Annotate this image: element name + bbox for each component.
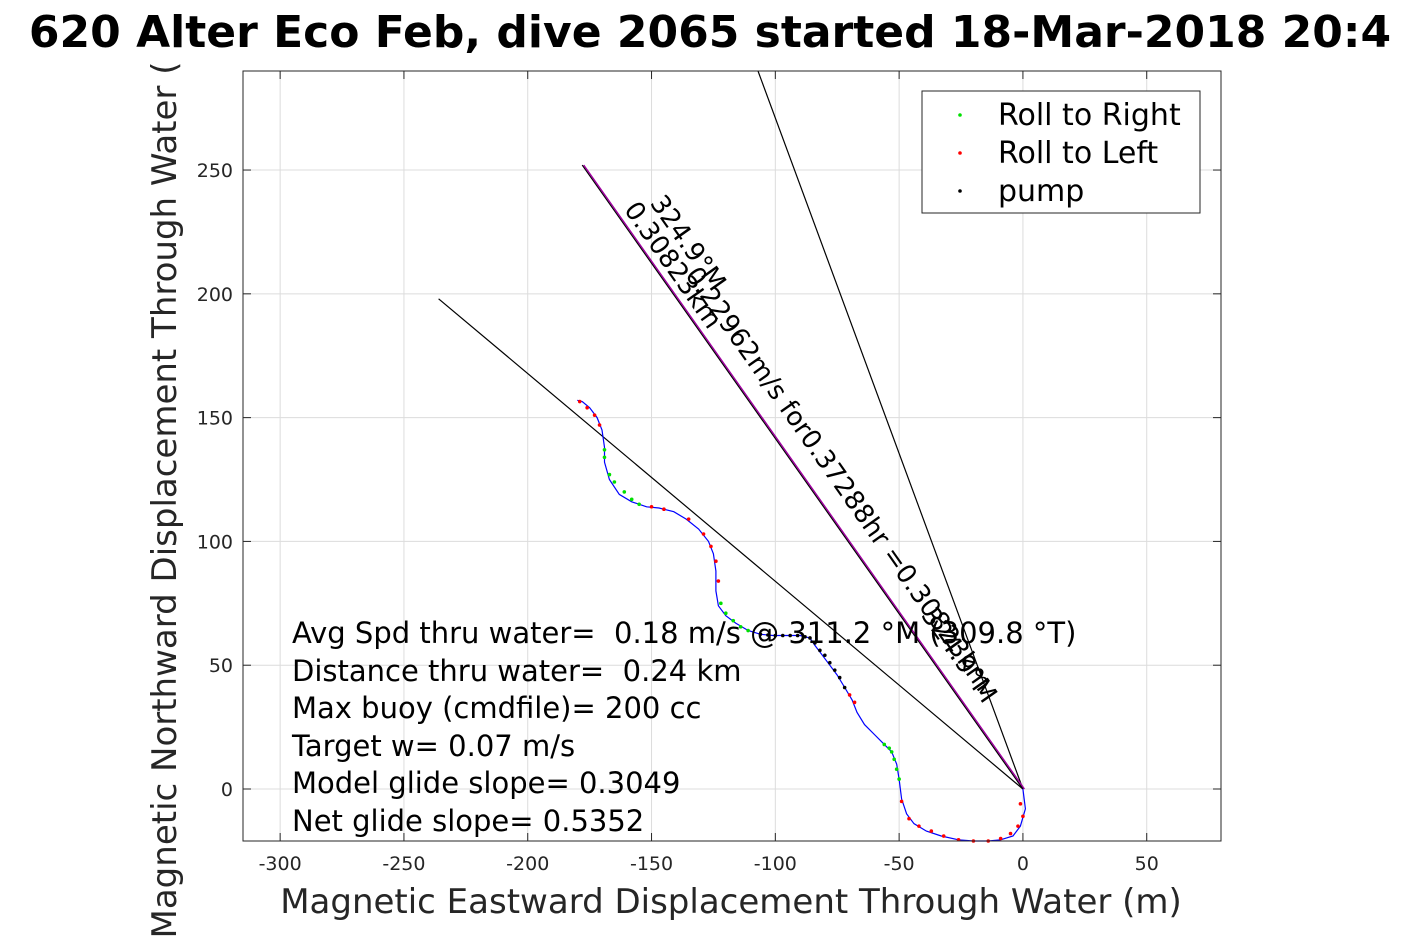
roll-left-point — [941, 834, 946, 838]
stat-avg-speed: Avg Spd thru water= 0.18 m/s @ 311.2 °M … — [292, 616, 1076, 650]
heading-line-black — [581, 164, 1024, 790]
roll-left-point — [585, 405, 589, 410]
y-axis-label: Magnetic Northward Displacement Through … — [145, 62, 185, 939]
pump-point — [823, 653, 827, 658]
x-axis-label: Magnetic Eastward Displacement Through W… — [280, 882, 1182, 922]
roll-right-point — [892, 757, 896, 762]
roll-left-point — [716, 579, 721, 583]
roll-right-point — [622, 490, 627, 494]
roll-left-point — [899, 799, 904, 804]
pump-point — [828, 660, 832, 665]
roll-right-point — [882, 742, 887, 747]
roll-left-point — [592, 413, 597, 417]
stat-model-glide: Model glide slope= 0.3049 — [292, 766, 680, 800]
y-tick-label: 0 — [221, 779, 233, 801]
y-tick-label: 50 — [209, 655, 233, 677]
pump-point — [780, 633, 785, 638]
pump-point — [808, 636, 812, 640]
y-tick-label: 200 — [197, 284, 233, 306]
heading-line-layer — [581, 164, 1025, 790]
reference-line — [438, 298, 1024, 790]
heading-line — [583, 164, 1025, 790]
roll-left-point — [929, 829, 934, 833]
x-tick-label: -100 — [754, 853, 797, 875]
roll-left-point — [709, 544, 713, 549]
x-tick-label: 0 — [1017, 853, 1029, 875]
x-tick-label: -250 — [382, 853, 425, 875]
legend-marker-roll-right — [958, 113, 962, 117]
legend-marker-roll-left — [958, 151, 962, 155]
roll-left-point — [714, 559, 718, 564]
roll-left-point — [701, 532, 706, 536]
roll-right-point — [629, 497, 634, 502]
reference-line — [757, 70, 1024, 790]
pump-point — [773, 633, 778, 638]
legend: Roll to Right Roll to Left pump — [921, 90, 1201, 214]
legend-label-roll-right: Roll to Right — [998, 98, 1181, 133]
ticks: -300 -250 -200 -150 -100 -50 0 50 0 50 100 150 200 25… — [197, 71, 1221, 875]
pump-point — [766, 633, 770, 637]
roll-right-point — [897, 777, 901, 781]
reference-lines — [438, 70, 1024, 790]
roll-right-point — [731, 618, 736, 623]
roll-left-point — [1021, 814, 1025, 819]
roll-left-point — [1018, 802, 1023, 806]
x-tick-label: -150 — [630, 853, 673, 875]
y-tick-label: 100 — [197, 531, 233, 553]
roll-right-point — [889, 750, 894, 754]
roll-left-point — [1008, 831, 1013, 836]
roll-left-point — [597, 423, 602, 427]
roll-right-point — [894, 767, 899, 771]
roll-right-point — [719, 601, 723, 606]
pump-point — [813, 641, 817, 645]
legend-label-pump: pump — [998, 174, 1084, 209]
roll-right-point — [602, 448, 607, 452]
chart-title: 620 Alter Eco Feb, dive 2065 started 18-… — [29, 7, 1391, 58]
x-tick-label: -200 — [506, 853, 549, 875]
roll-left-point — [998, 836, 1003, 841]
legend-label-roll-left: Roll to Left — [998, 136, 1158, 171]
roll-right-point — [602, 455, 607, 460]
pump-point — [788, 633, 792, 638]
x-tick-label: 50 — [1135, 853, 1159, 875]
roll-left-point — [852, 700, 857, 705]
roll-left-point — [907, 816, 911, 821]
pump-point — [803, 634, 807, 639]
roll-left-point — [847, 693, 852, 697]
y-tick-label: 150 — [197, 408, 233, 430]
stat-distance: Distance thru water= 0.24 km — [292, 654, 742, 688]
x-tick-label: -50 — [884, 853, 915, 875]
roll-right-point — [746, 628, 750, 633]
roll-right-point — [738, 625, 743, 629]
stats-block: Avg Spd thru water= 0.18 m/s @ 311.2 °M … — [291, 616, 1076, 838]
legend-marker-pump — [958, 189, 962, 193]
roll-left-point — [649, 504, 654, 509]
roll-right-point — [724, 611, 728, 616]
roll-left-point — [686, 517, 691, 521]
plot-frame — [242, 70, 1222, 842]
roll-right-point — [637, 502, 641, 507]
roll-left-point — [1016, 824, 1020, 828]
pump-point — [832, 668, 837, 672]
pump-point — [837, 675, 842, 680]
pump-point — [818, 648, 822, 653]
roll-left-point — [577, 399, 582, 404]
y-tick-label: 250 — [197, 160, 233, 182]
pump-point — [842, 685, 847, 690]
x-tick-label: -300 — [259, 853, 302, 875]
stat-net-glide: Net glide slope= 0.5352 — [292, 804, 644, 838]
legend-box — [921, 90, 1201, 214]
roll-right-point — [612, 480, 617, 484]
stat-max-buoy: Max buoy (cmdfile)= 200 cc — [292, 691, 701, 725]
roll-right-point — [887, 746, 892, 750]
roll-left-point — [662, 507, 666, 512]
roll-right-point — [607, 472, 612, 477]
points-layer — [577, 399, 1025, 843]
stat-target-w: Target w= 0.07 m/s — [291, 729, 575, 763]
pump-point — [795, 633, 800, 638]
roll-left-point — [917, 824, 921, 828]
pump-point — [758, 632, 763, 637]
